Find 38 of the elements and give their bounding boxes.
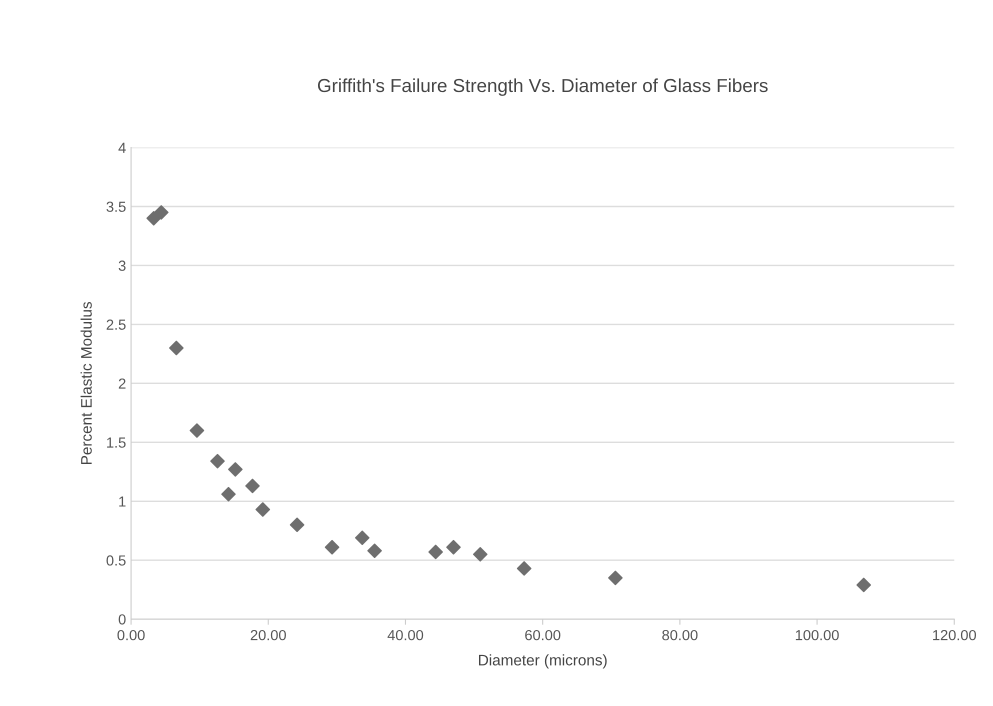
y-tick-label: 2 [118,378,126,389]
x-axis-title: Diameter (microns) [478,654,607,669]
point [169,340,184,356]
y-tick-label: 0 [118,614,126,625]
point [472,547,488,562]
x-tick-label: 120.00 [933,630,976,640]
y-tick-label: 3 [118,260,126,271]
point [228,462,243,477]
point [154,205,169,220]
point [210,454,225,468]
point [516,561,532,576]
y-tick-label: 3.5 [106,202,126,212]
point [324,540,340,555]
point [428,544,443,560]
point [290,518,304,532]
x-tick-label: 20.00 [250,630,286,640]
point [354,530,370,546]
x-tick-label: 0.00 [117,630,145,640]
x-tick-label: 80.00 [662,630,698,640]
y-axis-title: Percent Elastic Modulus [80,302,92,464]
chart-title: Griffith's Failure Strength Vs. Diameter of Glass Fibers [318,78,768,96]
y-tick-label: 2.5 [106,320,126,330]
point [856,578,872,592]
point [146,211,161,226]
point [367,543,382,558]
y-tick-label: 0.5 [106,555,126,566]
point [608,570,623,586]
point [256,502,270,517]
point [221,486,236,502]
point [190,423,204,438]
point [245,478,260,494]
point [446,540,461,555]
x-tick-label: 100.00 [796,630,839,640]
y-tick-label: 1 [119,496,126,507]
x-tick-label: 60.00 [525,630,560,640]
y-tick-label: 1.5 [107,438,126,448]
x-tick-label: 40.00 [388,630,424,640]
y-tick-label: 4 [118,142,126,153]
